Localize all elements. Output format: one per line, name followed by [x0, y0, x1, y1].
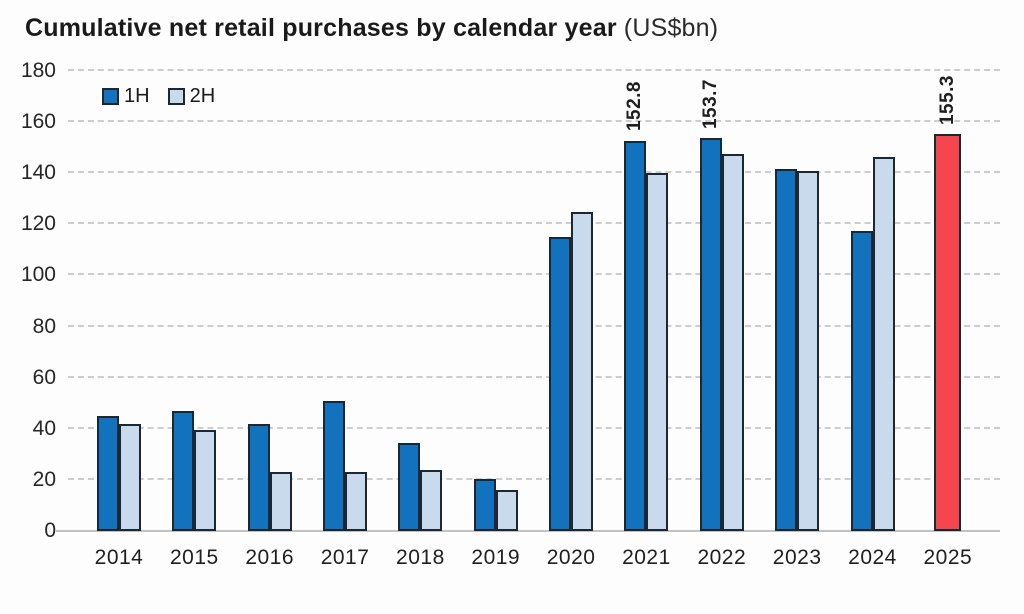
gridline-180 [68, 69, 1000, 71]
bar-1h-2017 [323, 400, 346, 531]
y-tick-label-180: 180 [20, 59, 56, 82]
legend-swatch-1h [102, 88, 119, 105]
gridline-160 [68, 120, 1000, 123]
bar-2h-2024 [872, 156, 895, 531]
bar-fullyear-2025 [934, 134, 962, 531]
bar-1h-2024 [850, 230, 873, 531]
gridline-100 [68, 273, 1000, 276]
legend-item-2h: 2H [167, 85, 216, 108]
gridline-120 [68, 222, 1000, 225]
bar-1h-2022 [699, 138, 722, 531]
legend-item-1h: 1H [102, 85, 150, 108]
x-tick-label-2014: 2014 [94, 546, 144, 569]
data-label-2025: 155.3 [936, 75, 958, 126]
legend-swatch-2h [167, 88, 185, 105]
legend-label-2h: 2H [189, 85, 216, 107]
x-tick-label-2025: 2025 [923, 546, 973, 569]
bar-2h-2020 [571, 211, 594, 531]
chart-title-main: Cumulative net retail purchases by calen… [25, 14, 617, 42]
x-tick-label-2021: 2021 [622, 546, 671, 569]
x-tick-label-2022: 2022 [697, 546, 747, 569]
bar-2h-2019 [495, 490, 518, 531]
bar-2h-2015 [194, 430, 217, 531]
bar-2h-2017 [345, 472, 368, 531]
legend: 1H 2H [102, 85, 215, 108]
gridline-60 [68, 375, 1000, 378]
x-tick-label-2020: 2020 [546, 546, 596, 569]
x-tick-label-2017: 2017 [320, 546, 370, 569]
bar-2h-2016 [269, 472, 292, 531]
x-tick-label-2019: 2019 [471, 546, 521, 569]
bar-2h-2023 [797, 170, 820, 531]
bar-1h-2021 [624, 140, 647, 531]
bar-1h-2015 [172, 410, 195, 531]
gridline-140 [68, 171, 1000, 174]
bar-2h-2022 [721, 154, 744, 531]
y-tick-label-80: 80 [32, 314, 56, 338]
gridline-20 [68, 477, 1000, 480]
data-label-2021: 152.8 [624, 81, 646, 132]
y-tick-label-160: 160 [20, 110, 56, 134]
bar-2h-2014 [119, 423, 141, 531]
bar-1h-2016 [247, 423, 270, 531]
x-tick-label-2024: 2024 [848, 546, 897, 569]
gridline-80 [68, 324, 1000, 327]
gridline-40 [68, 426, 1000, 429]
x-tick-label-2015: 2015 [169, 546, 219, 569]
y-tick-label-60: 60 [32, 365, 56, 389]
bar-1h-2018 [398, 442, 421, 531]
y-tick-label-120: 120 [20, 212, 56, 236]
bar-1h-2020 [549, 237, 572, 531]
bar-1h-2019 [473, 478, 496, 531]
y-tick-label-100: 100 [20, 263, 56, 287]
legend-label-1h: 1H [124, 85, 150, 107]
bar-1h-2014 [97, 416, 119, 531]
bar-2h-2021 [646, 173, 669, 531]
y-tick-label-0: 0 [44, 519, 56, 542]
plot-area: 1H 2H 0 20 40 60 80 100 120 140 160 180 2014 2015 201… [21, 59, 1000, 569]
chart-title: Cumulative net retail purchases by calen… [25, 14, 718, 43]
y-tick-label-40: 40 [32, 416, 56, 440]
x-tick-label-2023: 2023 [772, 546, 822, 569]
bar-2h-2018 [420, 469, 443, 531]
x-tick-label-2016: 2016 [245, 546, 295, 569]
y-tick-label-20: 20 [32, 467, 56, 491]
x-tick-label-2018: 2018 [396, 546, 445, 569]
y-tick-label-140: 140 [20, 161, 56, 185]
chart-title-unit: (US$bn) [623, 14, 719, 42]
bar-1h-2023 [775, 169, 798, 531]
x-axis-line [56, 530, 1000, 532]
data-label-2022: 153.7 [699, 79, 721, 130]
